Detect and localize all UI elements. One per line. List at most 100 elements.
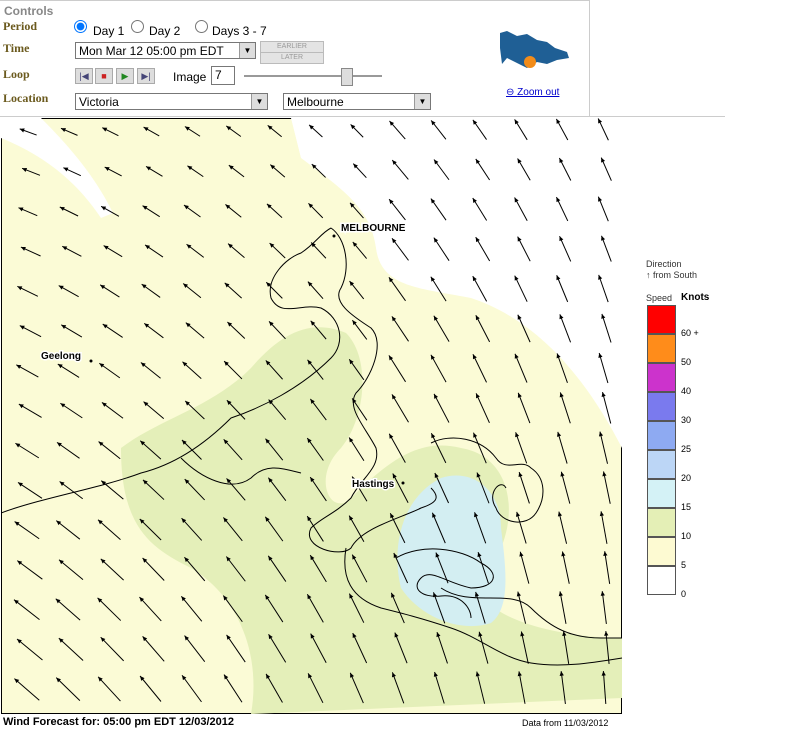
wind-arrow-head bbox=[394, 632, 399, 638]
radio-day2[interactable] bbox=[131, 20, 144, 33]
legend-label: 25 bbox=[681, 444, 692, 454]
time-select[interactable]: Mon Mar 12 05:00 pm EDT ▼ bbox=[75, 42, 256, 59]
wind-arrow-head bbox=[353, 163, 358, 169]
wind-arrow-head bbox=[601, 671, 606, 676]
wind-arrow-shaft bbox=[559, 314, 572, 343]
calm-region bbox=[291, 118, 622, 448]
wind-arrow-head bbox=[268, 555, 273, 561]
wind-arrow-head bbox=[604, 631, 609, 636]
wind-arrow-shaft bbox=[267, 477, 287, 501]
legend-swatch bbox=[647, 305, 676, 334]
wind-arrow-head bbox=[181, 440, 187, 445]
wind-arrow-head bbox=[63, 167, 69, 172]
legend-label: 20 bbox=[681, 473, 692, 483]
wind-arrow-head bbox=[349, 437, 354, 443]
first-button[interactable]: |◀ bbox=[75, 68, 93, 84]
wind-arrow-head bbox=[603, 551, 608, 557]
wind-arrow-shaft bbox=[472, 354, 487, 383]
city-value: Melbourne bbox=[287, 95, 344, 109]
wind-arrow-head bbox=[60, 403, 66, 408]
wind-arrow-shaft bbox=[518, 671, 526, 704]
legend-swatch bbox=[647, 508, 676, 537]
wind-arrow-head bbox=[349, 359, 354, 365]
wind-arrow-head bbox=[266, 673, 271, 679]
wind-arrow-head bbox=[97, 519, 103, 525]
wind-arrow-shaft bbox=[599, 431, 608, 464]
wind-arrow-shaft bbox=[268, 633, 287, 663]
later-button[interactable]: LATER bbox=[260, 52, 324, 64]
wind-arrow-head bbox=[183, 205, 189, 210]
wind-arrow-head bbox=[434, 159, 439, 165]
legend-swatch bbox=[647, 421, 676, 450]
wind-arrow-head bbox=[475, 315, 480, 321]
wind-arrow-shaft bbox=[558, 511, 568, 544]
controls-title: Controls bbox=[4, 4, 54, 18]
wind-arrow-head bbox=[269, 321, 274, 327]
wind-arrow-shaft bbox=[602, 391, 612, 424]
zoom-out-link[interactable]: ⊖ Zoom out bbox=[506, 87, 560, 98]
wind-arrow-head bbox=[473, 432, 478, 438]
wind-arrow-head bbox=[184, 635, 190, 641]
wind-arrow-shaft bbox=[391, 316, 409, 342]
state-select[interactable]: Victoria ▼ bbox=[75, 93, 268, 110]
wind-arrow-head bbox=[520, 631, 525, 637]
wind-arrow-shaft bbox=[475, 591, 486, 624]
wind-arrow-head bbox=[227, 321, 233, 327]
wind-arrow-head bbox=[556, 118, 561, 124]
image-input[interactable]: 7 bbox=[211, 66, 235, 85]
wind-arrow-head bbox=[60, 128, 66, 133]
wind-arrow-head bbox=[19, 128, 25, 133]
wind-arrow-head bbox=[310, 398, 315, 404]
radio-days3-7[interactable] bbox=[195, 20, 208, 33]
wind-arrow-shaft bbox=[348, 437, 365, 462]
wind-arrow-shaft bbox=[473, 432, 487, 464]
wind-arrow-head bbox=[561, 551, 566, 557]
wind-arrow-shaft bbox=[517, 392, 531, 424]
wind-arrow-head bbox=[100, 637, 106, 642]
wind-arrow-shaft bbox=[520, 631, 529, 664]
wind-arrow-shaft bbox=[310, 633, 327, 663]
period-label: Period bbox=[3, 19, 37, 33]
wind-arrow-shaft bbox=[309, 476, 327, 502]
wind-arrow-head bbox=[268, 399, 274, 405]
wind-arrow-head bbox=[307, 438, 312, 443]
wind-arrow-shaft bbox=[393, 552, 409, 584]
wind-arrow-head bbox=[431, 433, 436, 439]
wind-arrow-head bbox=[559, 314, 564, 320]
slider-thumb[interactable] bbox=[341, 68, 353, 86]
stop-button[interactable]: ■ bbox=[95, 68, 113, 84]
wind-arrow-shaft bbox=[351, 554, 368, 583]
wind-arrow-shaft bbox=[475, 393, 490, 424]
city-select[interactable]: Melbourne ▼ bbox=[283, 93, 431, 110]
wind-arrow-head bbox=[557, 431, 562, 437]
wind-arrow-head bbox=[310, 320, 316, 326]
wind-arrow-shaft bbox=[306, 593, 324, 623]
wind-arrow-head bbox=[433, 671, 438, 677]
wind-arrow-head bbox=[478, 631, 483, 637]
wind-arrow-head bbox=[101, 480, 107, 486]
wind-arrow-head bbox=[389, 433, 394, 439]
wind-arrow-head bbox=[181, 518, 187, 523]
wind-arrow-head bbox=[307, 594, 312, 600]
wind-arrow-head bbox=[13, 599, 19, 605]
legend-label: 15 bbox=[681, 502, 692, 512]
wind-arrow-head bbox=[141, 284, 147, 289]
wind-arrow-shaft bbox=[560, 471, 571, 504]
wind-arrow-shaft bbox=[477, 551, 489, 584]
wind-arrow-shaft bbox=[389, 513, 406, 544]
last-button[interactable]: ▶| bbox=[137, 68, 155, 84]
wind-arrow-shaft bbox=[556, 275, 569, 303]
radio-day1[interactable] bbox=[74, 20, 87, 33]
wind-arrow-head bbox=[388, 277, 394, 283]
wind-arrow-head bbox=[58, 638, 64, 643]
wind-arrow-shaft bbox=[139, 675, 162, 702]
wind-arrow-head bbox=[393, 553, 398, 559]
wind-arrow-head bbox=[307, 516, 312, 522]
play-button[interactable]: ▶ bbox=[116, 68, 134, 84]
wind-arrow-head bbox=[472, 276, 477, 282]
wind-arrow-head bbox=[307, 281, 313, 287]
wind-arrow-head bbox=[187, 165, 193, 171]
wind-arrow-head bbox=[391, 592, 396, 598]
wind-arrow-head bbox=[226, 556, 231, 562]
wind-arrow-head bbox=[519, 551, 524, 557]
